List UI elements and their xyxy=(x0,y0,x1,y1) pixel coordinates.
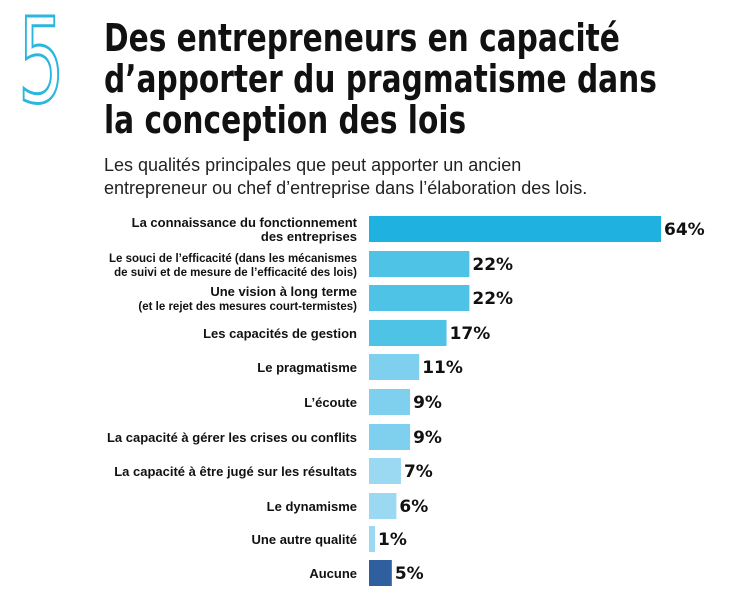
data-label: 9% xyxy=(413,393,442,413)
bar xyxy=(369,424,411,450)
category-label: des entreprises xyxy=(261,229,357,244)
data-label: 1% xyxy=(378,530,407,550)
bar xyxy=(369,526,375,552)
data-label: 6% xyxy=(399,497,428,517)
header: 5 Des entrepreneurs en capacité d’apport… xyxy=(0,0,747,150)
data-label: 64% xyxy=(664,220,705,240)
category-label: La connaissance du fonctionnement xyxy=(132,215,358,230)
category-label: Le pragmatisme xyxy=(257,360,357,375)
data-label: 22% xyxy=(472,289,513,309)
title-line: d’apporter du pragmatisme dans xyxy=(104,57,657,101)
bar xyxy=(369,285,470,311)
category-label: Une vision à long terme xyxy=(210,284,357,299)
category-label: L’écoute xyxy=(304,395,357,410)
subtitle-line: entrepreneur ou chef d’entreprise dans l… xyxy=(104,178,588,198)
page-title: Des entrepreneurs en capacité d’apporter… xyxy=(104,18,728,141)
bar xyxy=(369,354,420,380)
subtitle-line: Les qualités principales que peut apport… xyxy=(104,155,522,175)
category-label: Aucune xyxy=(309,566,357,581)
bar xyxy=(369,458,401,484)
data-label: 9% xyxy=(413,428,442,448)
section-number: 5 xyxy=(17,0,65,130)
category-label: de suivi et de mesure de l’efficacité de… xyxy=(114,267,357,279)
data-label: 17% xyxy=(450,324,491,344)
bar xyxy=(369,389,411,415)
category-label: Les capacités de gestion xyxy=(203,326,357,341)
bar xyxy=(369,320,447,346)
data-label: 7% xyxy=(404,462,433,482)
title-line: Des entrepreneurs en capacité xyxy=(104,16,620,60)
data-label: 22% xyxy=(472,255,513,275)
bar xyxy=(369,560,392,586)
category-label: Une autre qualité xyxy=(252,532,357,547)
category-label: La capacité à gérer les crises ou confli… xyxy=(107,430,357,445)
title-line: la conception des lois xyxy=(104,98,467,142)
category-label: La capacité à être jugé sur les résultat… xyxy=(114,464,357,479)
category-label: Le souci de l’efficacité (dans les mécan… xyxy=(109,253,357,265)
bar xyxy=(369,216,661,242)
category-label: (et le rejet des mesures court-termistes… xyxy=(138,301,357,313)
data-label: 5% xyxy=(395,564,424,584)
data-label: 11% xyxy=(422,358,463,378)
bar xyxy=(369,251,470,277)
category-label: Le dynamisme xyxy=(267,499,357,514)
bar xyxy=(369,493,397,519)
chart-subtitle: Les qualités principales que peut apport… xyxy=(104,154,724,200)
